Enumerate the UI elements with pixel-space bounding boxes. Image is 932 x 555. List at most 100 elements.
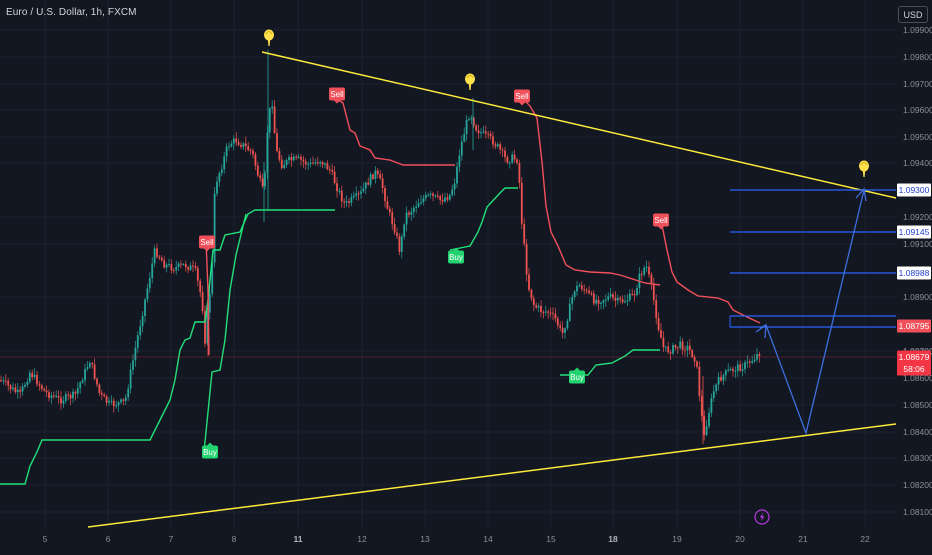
candle-body <box>518 163 521 183</box>
candle-body <box>600 303 602 304</box>
candle-body <box>7 381 10 386</box>
candle-body <box>151 263 154 279</box>
candle-body <box>693 357 696 362</box>
candle-body <box>516 159 518 163</box>
candle-body <box>312 162 314 164</box>
candle-body <box>180 263 182 265</box>
candle-body <box>93 364 96 379</box>
lower-trendline[interactable] <box>87 423 897 528</box>
target-levels[interactable] <box>729 189 896 328</box>
candle-body <box>432 193 434 196</box>
candle-body <box>571 297 574 304</box>
candle-body <box>264 173 266 187</box>
time-axis[interactable]: 5 6 7 8 11 12 13 14 15 18 19 20 21 22 <box>0 530 896 550</box>
candle-body <box>232 138 235 144</box>
candle-body <box>667 346 670 353</box>
candle-body <box>607 296 610 300</box>
signal-label-text: Buy <box>570 373 584 382</box>
trail-buy-line <box>203 213 247 453</box>
countdown-tag: 58:06 <box>897 362 931 376</box>
candle-body <box>259 175 262 179</box>
candle-body <box>355 193 358 196</box>
candle-body <box>175 267 178 271</box>
candle-body <box>578 285 581 287</box>
candle-body <box>374 170 377 179</box>
candle-body <box>14 387 17 392</box>
pin-icon[interactable] <box>465 73 475 91</box>
currency-button[interactable]: USD <box>898 6 928 23</box>
candle-body <box>247 146 250 150</box>
candle-body <box>19 389 22 392</box>
candles-group <box>0 50 761 444</box>
pin-icon[interactable] <box>859 160 869 178</box>
candle-body <box>12 387 14 390</box>
signal-label-text: Sell <box>330 90 344 99</box>
candle-body <box>511 154 514 163</box>
candle-body <box>194 266 197 268</box>
candle-body <box>588 290 590 294</box>
candle-body <box>552 312 554 314</box>
candle-body <box>460 141 463 156</box>
candle-body <box>396 232 398 237</box>
trail-buy-line <box>560 349 660 376</box>
candle-body <box>204 311 206 344</box>
date-tick-label: 22 <box>860 534 870 544</box>
candle-body <box>595 299 598 304</box>
candle-body <box>26 381 29 385</box>
candle-body <box>74 391 77 394</box>
candle-body <box>458 155 461 167</box>
candle-body <box>696 361 698 367</box>
candle-body <box>228 146 230 148</box>
candle-body <box>499 144 502 150</box>
candle-body <box>580 285 583 290</box>
candle-body <box>583 289 586 291</box>
candle-body <box>108 400 110 403</box>
projected-path[interactable] <box>759 189 865 436</box>
candle-body <box>362 188 365 192</box>
candle-body <box>564 328 566 333</box>
price-tag-text: 1.09300 <box>899 185 930 195</box>
candle-body <box>480 132 482 134</box>
price-axis[interactable]: 1.09900 1.09800 1.09700 1.09600 1.09500 1.094… <box>896 0 932 530</box>
candle-body <box>597 299 600 304</box>
candle-body <box>288 157 290 161</box>
candle-body <box>129 369 132 389</box>
candle-body <box>470 118 473 120</box>
candle-body <box>698 366 701 397</box>
pin-icon[interactable] <box>264 29 274 47</box>
candle-body <box>487 133 490 135</box>
price-tick-label: 1.08200 <box>903 480 932 490</box>
price-tick-label: 1.08600 <box>903 373 932 383</box>
candle-body <box>192 265 194 267</box>
candle-body <box>343 201 346 203</box>
candle-body <box>669 352 672 354</box>
candle-body <box>324 163 326 165</box>
candle-body <box>252 150 254 155</box>
candle-body <box>321 162 324 165</box>
candle-body <box>223 156 226 170</box>
candle-body <box>199 280 202 293</box>
candle-body <box>2 380 5 382</box>
lightning-icon[interactable] <box>754 509 770 525</box>
candle-body <box>540 306 542 312</box>
candle-body <box>172 270 175 272</box>
candle-body <box>492 136 494 145</box>
candle-body <box>626 300 629 302</box>
candle-body <box>549 312 552 314</box>
candle-body <box>340 190 343 202</box>
candle-body <box>405 212 408 225</box>
candle-body <box>525 243 528 275</box>
candle-body <box>384 188 386 202</box>
price-tag: 1.09300 <box>897 183 931 197</box>
candle-body <box>729 369 732 371</box>
candle-body <box>84 368 86 381</box>
candle-body <box>614 297 617 301</box>
candle-body <box>316 162 319 164</box>
price-tick-label: 1.09200 <box>903 212 932 222</box>
candle-body <box>268 108 271 133</box>
upper-trendline[interactable] <box>261 51 897 199</box>
candle-body <box>242 143 245 147</box>
candle-body <box>290 157 293 161</box>
